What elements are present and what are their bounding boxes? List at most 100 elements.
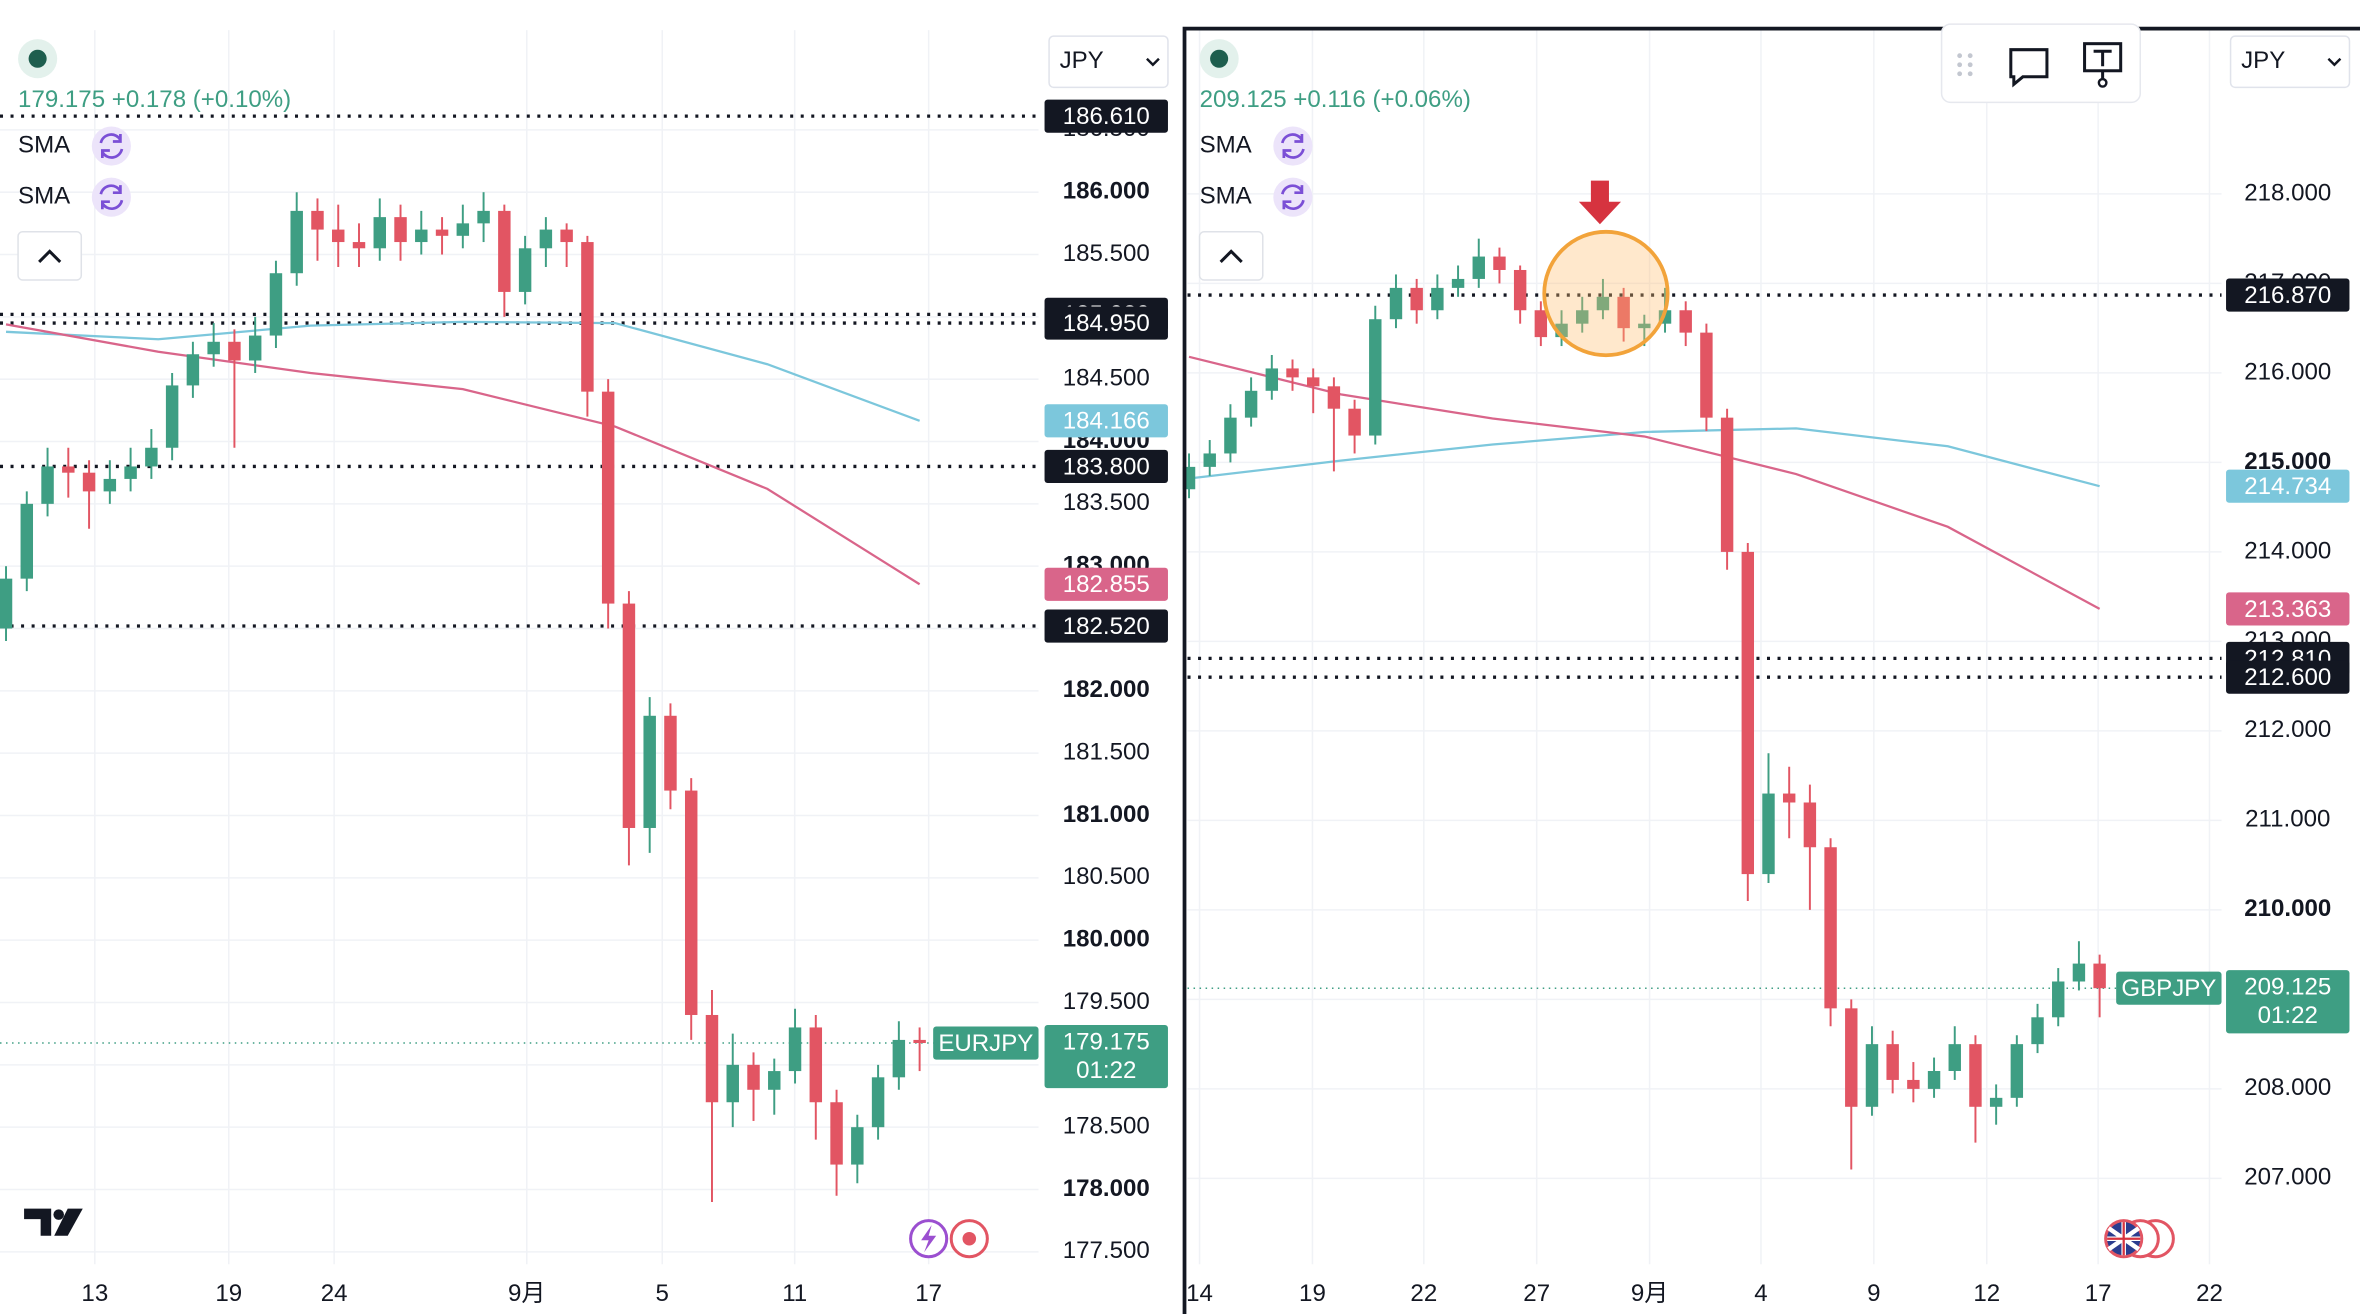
indicator-reload[interactable] bbox=[91, 177, 131, 217]
candle-body bbox=[2072, 963, 2086, 982]
collapse-button[interactable] bbox=[1198, 231, 1264, 281]
y-tick-label: 185.500 bbox=[1063, 240, 1150, 267]
candle-body bbox=[1224, 417, 1237, 454]
candle-body bbox=[165, 385, 179, 448]
y-tick-label: 208.000 bbox=[2244, 1074, 2331, 1101]
event-icons-left[interactable] bbox=[909, 1219, 989, 1259]
last-price-label: 209.125 bbox=[2244, 974, 2331, 1001]
arrow-marker[interactable] bbox=[1578, 180, 1621, 225]
text-tool[interactable] bbox=[2083, 42, 2123, 88]
candle-body bbox=[726, 1064, 739, 1103]
indicator-name[interactable]: SMA bbox=[18, 183, 71, 210]
x-tick-label: 22 bbox=[2196, 1280, 2223, 1307]
indicator-name[interactable]: SMA bbox=[18, 131, 71, 158]
candle-body bbox=[871, 1077, 885, 1128]
quote: 209.125 +0.116 (+0.06%) bbox=[1200, 86, 1471, 113]
candle-body bbox=[1679, 310, 1692, 333]
candle-body bbox=[290, 210, 303, 274]
currency-dropdown[interactable] bbox=[2229, 35, 2351, 89]
candle-body bbox=[248, 335, 262, 361]
candle-body bbox=[228, 341, 241, 361]
candle-body bbox=[2052, 981, 2065, 1018]
candle-body bbox=[1741, 551, 1755, 875]
collapse-caret bbox=[38, 249, 62, 263]
overlay: 1319249月51117177.500178.000178.500179.00… bbox=[17, 35, 2351, 1307]
y-tick-label: 179.500 bbox=[1063, 988, 1150, 1015]
highlight-circle[interactable] bbox=[1542, 229, 1670, 358]
candle-body bbox=[1700, 332, 1713, 418]
candle-body bbox=[1493, 256, 1506, 270]
candle-body bbox=[768, 1071, 781, 1090]
candle-body bbox=[415, 229, 428, 243]
candle-body bbox=[809, 1027, 823, 1103]
x-tick-label: 9 bbox=[1867, 1280, 1880, 1307]
level-price-box bbox=[1044, 306, 1168, 340]
sma-price-box bbox=[2226, 592, 2350, 626]
level-price-label: 186.610 bbox=[1063, 103, 1150, 130]
candle-body bbox=[747, 1064, 760, 1090]
event-icons-right[interactable] bbox=[2104, 1219, 2175, 1259]
layers: 1319249月51117177.500178.000178.500179.00… bbox=[0, 30, 2351, 1307]
y-tick-label: 207.000 bbox=[2244, 1164, 2331, 1191]
candle-body bbox=[1989, 1097, 2003, 1107]
dropdown-chevron bbox=[2327, 57, 2342, 67]
level-price-label: 212.600 bbox=[2244, 664, 2331, 691]
sma-price-box bbox=[1044, 404, 1168, 438]
indicator-reload[interactable] bbox=[1273, 126, 1313, 166]
candle-body bbox=[1472, 256, 1485, 279]
indicator-name[interactable]: SMA bbox=[1200, 131, 1253, 158]
price-lines bbox=[0, 114, 2222, 1044]
candle-body bbox=[1265, 368, 1279, 391]
grid bbox=[0, 30, 2222, 1265]
drag-handle[interactable] bbox=[1957, 53, 1973, 77]
level-price-box bbox=[1044, 609, 1168, 643]
candle-body bbox=[1969, 1044, 1982, 1107]
candle-body bbox=[1369, 319, 1382, 436]
candle-body bbox=[1348, 408, 1361, 436]
sma-line bbox=[5, 320, 921, 422]
y-tick-label: 212.000 bbox=[2244, 716, 2331, 743]
candle-body bbox=[851, 1127, 864, 1165]
collapse-button[interactable] bbox=[17, 231, 83, 281]
comment-tool[interactable] bbox=[2009, 48, 2049, 88]
indicator-name[interactable]: SMA bbox=[1200, 183, 1253, 210]
y-tick-label: 180.000 bbox=[1063, 926, 1150, 953]
candle-body bbox=[1865, 1044, 1879, 1107]
sma-line bbox=[1188, 355, 2101, 610]
candle-body bbox=[1451, 278, 1465, 288]
candle-body bbox=[1886, 1044, 1899, 1080]
level-price-label: 216.870 bbox=[2244, 282, 2331, 309]
indicator-reload[interactable] bbox=[91, 126, 131, 166]
last-price-box bbox=[1044, 1024, 1168, 1089]
candle-body bbox=[2010, 1044, 2024, 1098]
candle-body bbox=[352, 242, 366, 249]
candle-body bbox=[1431, 287, 1444, 311]
candle-body bbox=[332, 229, 345, 243]
candle-body bbox=[498, 210, 511, 292]
candle-body bbox=[1803, 802, 1817, 848]
symbol-label: GBPJPY bbox=[2121, 975, 2216, 1002]
x-tick-label: 12 bbox=[1973, 1280, 2000, 1307]
panel-frame bbox=[1182, 26, 2360, 1314]
indicator-reload[interactable] bbox=[1273, 177, 1313, 217]
candle-body bbox=[622, 603, 636, 828]
candle-body bbox=[1534, 310, 1548, 338]
x-tick-label: 11 bbox=[782, 1280, 807, 1307]
y-tick-label: 178.000 bbox=[1063, 1175, 1150, 1202]
candle-body bbox=[1845, 1008, 1858, 1107]
indicator-reload-icon bbox=[1281, 184, 1305, 210]
candle-body bbox=[539, 229, 553, 249]
x-tick-label: 27 bbox=[1523, 1280, 1550, 1307]
y-tick-label: 218.000 bbox=[2244, 179, 2331, 206]
y-tick-label: 186.000 bbox=[1063, 178, 1150, 205]
candle-body bbox=[124, 466, 137, 479]
sma-price-box bbox=[2226, 469, 2350, 503]
candle-body bbox=[435, 229, 449, 236]
x-tick-label: 9月 bbox=[1631, 1280, 1668, 1307]
candle-body bbox=[560, 229, 573, 243]
candle-body bbox=[269, 273, 283, 336]
x-tick-label: 13 bbox=[81, 1280, 108, 1307]
currency-dropdown[interactable] bbox=[1048, 35, 1169, 89]
